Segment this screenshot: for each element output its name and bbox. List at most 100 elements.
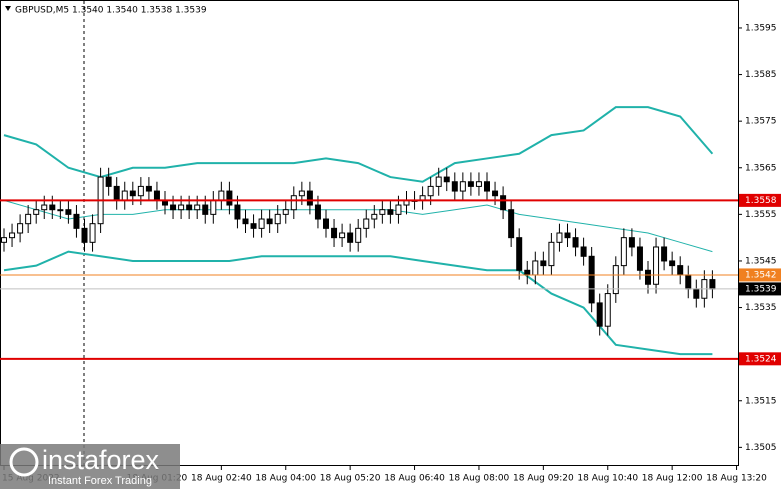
watermark-logo bbox=[9, 447, 39, 477]
candle-body bbox=[427, 185, 434, 197]
candle-body bbox=[628, 237, 635, 248]
candle-body bbox=[121, 190, 128, 201]
candle-body bbox=[612, 265, 619, 295]
candle-body bbox=[540, 260, 547, 267]
candle-body bbox=[41, 204, 48, 211]
bollinger-band bbox=[3, 250, 713, 356]
candle-body bbox=[516, 237, 523, 271]
candle-body bbox=[604, 293, 611, 327]
candle-body bbox=[685, 274, 692, 290]
candle-body bbox=[709, 279, 716, 290]
bollinger-band bbox=[3, 106, 714, 183]
candle-body bbox=[572, 237, 579, 248]
price-label-box bbox=[739, 268, 781, 282]
candle-body bbox=[17, 223, 24, 234]
price-label: 1.3542 bbox=[745, 270, 777, 280]
y-tick-label: 1.3545 bbox=[745, 256, 777, 266]
candle-body bbox=[371, 213, 378, 220]
x-tick-label: 18 Aug 08:00 bbox=[449, 474, 510, 484]
candle-body bbox=[508, 209, 515, 239]
candle-body bbox=[645, 269, 651, 285]
candle-body bbox=[186, 204, 193, 211]
candle-body bbox=[234, 204, 241, 220]
candle-body bbox=[548, 241, 555, 267]
x-tick-label: 18 Aug 09:20 bbox=[513, 474, 574, 484]
candle-body bbox=[653, 246, 660, 285]
candle-body bbox=[57, 209, 64, 212]
candle-body bbox=[129, 190, 136, 197]
candle-body bbox=[49, 204, 56, 211]
candle-body bbox=[9, 232, 16, 239]
candle-body bbox=[1, 237, 7, 243]
candle-body bbox=[636, 246, 643, 271]
candle-body bbox=[178, 204, 185, 211]
candle-body bbox=[170, 204, 177, 211]
candle-body bbox=[226, 190, 233, 206]
candle-body bbox=[379, 209, 386, 215]
x-tick-label: 18 Aug 12:00 bbox=[642, 474, 703, 484]
candle-body bbox=[661, 246, 668, 262]
candle-body bbox=[250, 223, 257, 229]
candle-body bbox=[242, 218, 249, 225]
candle-body bbox=[210, 199, 217, 215]
x-tick-label: 18 Aug 05:20 bbox=[320, 474, 381, 484]
candle-body bbox=[282, 209, 289, 215]
candle-body bbox=[81, 227, 88, 243]
y-tick-label: 1.3585 bbox=[745, 70, 777, 80]
price-label-box bbox=[739, 193, 781, 207]
candle-body bbox=[588, 255, 595, 304]
candle-body bbox=[290, 195, 297, 211]
plot-frame bbox=[0, 0, 739, 466]
candle-body bbox=[443, 176, 450, 183]
candle-body bbox=[65, 209, 72, 215]
candle-body bbox=[274, 213, 281, 225]
candle-body bbox=[73, 213, 80, 229]
candle-body bbox=[25, 213, 32, 225]
watermark: instaforex Instant Forex Trading bbox=[0, 444, 180, 489]
x-tick-label: 18 Aug 06:40 bbox=[384, 474, 445, 484]
price-label: 1.3524 bbox=[745, 354, 777, 364]
candle-body bbox=[532, 260, 539, 276]
candle-body bbox=[314, 204, 321, 220]
symbol-icon bbox=[5, 6, 11, 11]
price-label-box bbox=[739, 352, 781, 366]
price-label: 1.3539 bbox=[745, 284, 777, 294]
x-tick-label: 18 Aug 10:40 bbox=[577, 474, 638, 484]
y-tick-label: 1.3565 bbox=[745, 163, 777, 173]
candle-body bbox=[347, 232, 354, 243]
candle-body bbox=[524, 269, 531, 276]
candle-body bbox=[459, 181, 466, 192]
candle-body bbox=[355, 227, 362, 243]
candle-body bbox=[363, 218, 370, 229]
candle-body bbox=[194, 204, 201, 211]
candle-body bbox=[218, 190, 225, 201]
candle-body bbox=[33, 209, 40, 215]
candle-body bbox=[475, 181, 482, 187]
candle-body bbox=[145, 185, 152, 192]
candle-body bbox=[137, 185, 144, 197]
x-tick-label: 18 Aug 02:40 bbox=[191, 474, 252, 484]
y-tick-label: 1.3555 bbox=[745, 210, 777, 220]
candle-body bbox=[323, 218, 329, 229]
candle-body bbox=[339, 232, 346, 239]
candle-body bbox=[484, 181, 490, 192]
candle-body bbox=[298, 190, 305, 197]
candle-body bbox=[669, 260, 676, 267]
price-label: 1.3558 bbox=[745, 196, 777, 206]
y-tick-label: 1.3535 bbox=[745, 303, 777, 313]
marks bbox=[1, 106, 716, 356]
candle-body bbox=[395, 204, 402, 215]
y-tick-label: 1.3595 bbox=[745, 23, 777, 33]
candle-body bbox=[258, 218, 265, 229]
candle-body bbox=[331, 227, 338, 239]
candle-body bbox=[693, 288, 700, 299]
candle-body bbox=[153, 190, 160, 201]
x-tick-label: 18 Aug 13:20 bbox=[706, 474, 767, 484]
candle-body bbox=[387, 209, 394, 215]
y-tick-label: 1.3515 bbox=[745, 396, 777, 406]
candle-body bbox=[435, 176, 442, 187]
y-tick-label: 1.3575 bbox=[745, 117, 777, 127]
candle-body bbox=[202, 204, 209, 215]
x-tick-label: 18 Aug 04:00 bbox=[255, 474, 316, 484]
